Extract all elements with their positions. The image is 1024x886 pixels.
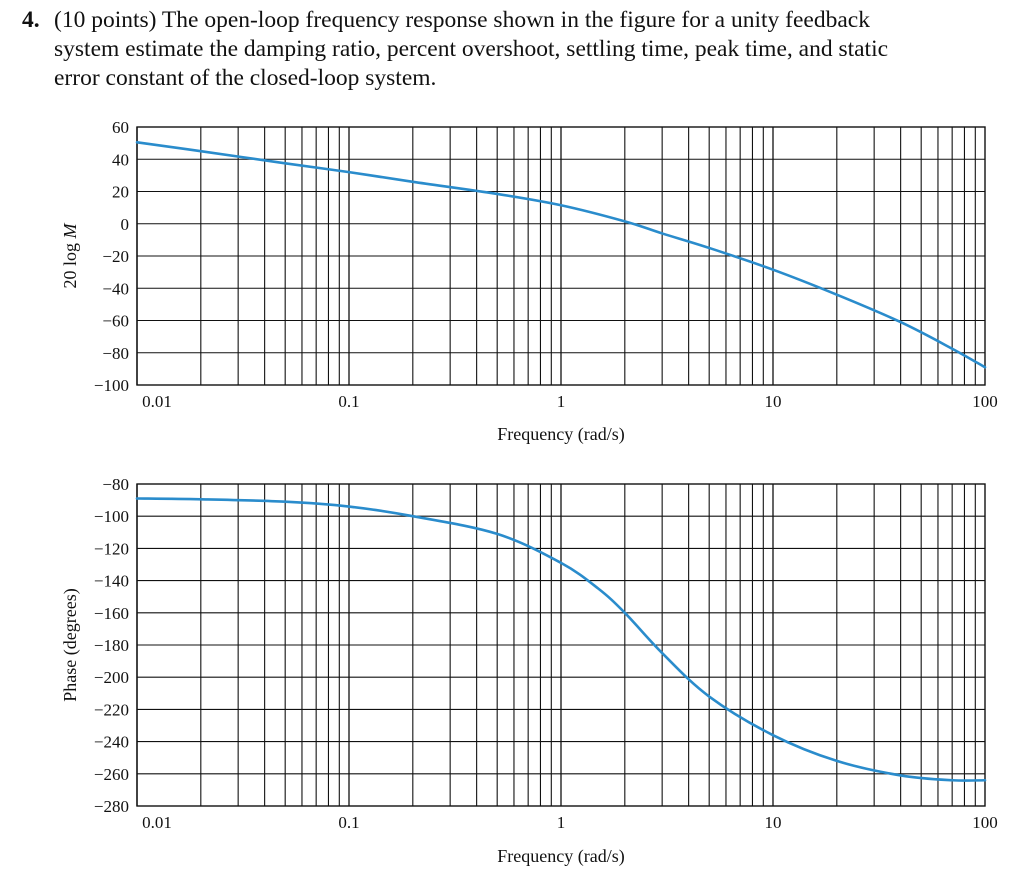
y-tick-label: −260: [94, 765, 129, 784]
y-tick-label: −180: [94, 636, 129, 655]
grid: [136, 483, 985, 807]
magnitude-plot: 60 40 20 0 −20 −40 −60 −80 −100 0.01 0.1 1 10 100 Freq…: [60, 118, 998, 445]
y-tick-label: −280: [94, 797, 129, 816]
y-tick-label: −160: [94, 604, 129, 623]
y-tick-label: −120: [94, 539, 129, 558]
y-tick-label: 20: [112, 183, 129, 202]
x-tick-label: 100: [972, 813, 998, 832]
plot-frame: [136, 126, 986, 386]
y-tick-label: 0: [121, 215, 130, 234]
y-tick-label: −80: [102, 344, 129, 363]
y-tick-label: −100: [94, 376, 129, 395]
y-tick-label: 60: [112, 118, 129, 137]
plot-frame: [136, 483, 986, 807]
x-tick-label: 0.1: [338, 392, 359, 411]
series-line: [135, 141, 987, 369]
x-tick-label: 0.01: [142, 392, 172, 411]
x-axis-label: Frequency (rad/s): [497, 846, 624, 867]
x-axis-label: Frequency (rad/s): [497, 424, 624, 445]
y-tick-label: −100: [94, 507, 129, 526]
series-line: [135, 497, 987, 782]
problem-line-3: error constant of the closed-loop system…: [54, 65, 437, 91]
x-tick-label: 0.1: [338, 813, 359, 832]
y-tick-label: −20: [102, 247, 129, 266]
y-tick-label: −60: [102, 312, 129, 331]
y-tick-label: −40: [102, 279, 129, 298]
x-tick-label: 10: [765, 813, 782, 832]
y-tick-label: −200: [94, 668, 129, 687]
x-tick-label: 1: [557, 392, 566, 411]
problem-statement: 4. (10 points) The open-loop frequency re…: [22, 6, 1012, 93]
y-tick-label: −140: [94, 572, 129, 591]
problem-line-2: system estimate the damping ratio, perce…: [54, 36, 889, 62]
x-tick-label: 0.01: [142, 813, 172, 832]
y-tick-label: 40: [112, 150, 129, 169]
x-tick-label: 1: [557, 813, 566, 832]
y-tick-label: −80: [102, 475, 129, 494]
y-axis-label: Phase (degrees): [60, 588, 81, 701]
problem-text-1: (10 points) The open-loop frequency resp…: [54, 7, 870, 33]
y-tick-label: −240: [94, 733, 129, 752]
problem-line-1: 4. (10 points) The open-loop frequency re…: [22, 6, 1012, 35]
x-tick-label: 10: [765, 392, 782, 411]
y-axis-label: 20 log M: [60, 222, 80, 288]
y-tick-label: −220: [94, 700, 129, 719]
x-tick-label: 100: [972, 392, 998, 411]
problem-number: 4.: [22, 7, 40, 33]
